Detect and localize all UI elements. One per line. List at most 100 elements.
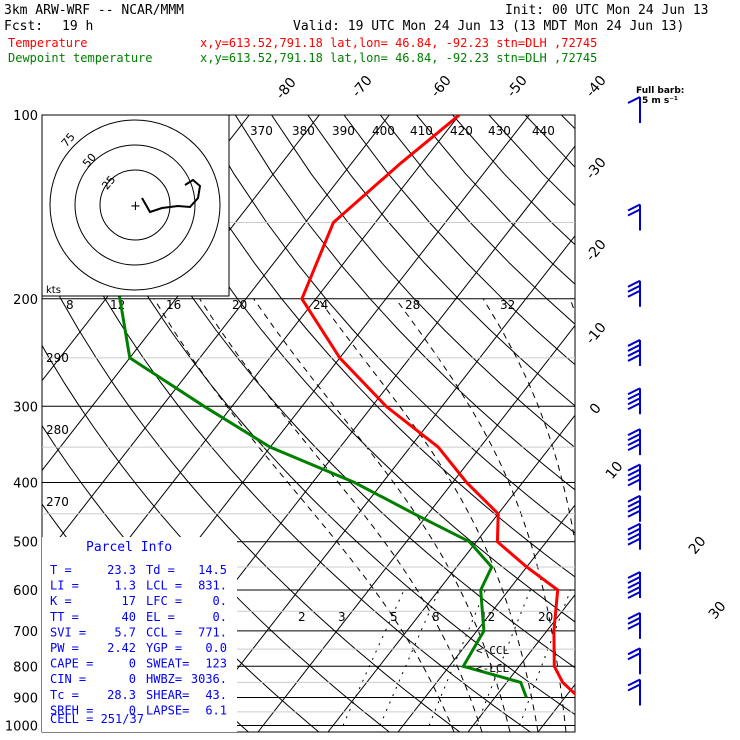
theta-label: 270 [46, 495, 69, 509]
pressure-label: 1000 [5, 719, 38, 734]
forecast-label: Fcst: [4, 19, 43, 34]
mixing-ratio-label: 8 [432, 610, 440, 624]
moist-adiabat [482, 298, 575, 545]
parcel-info-value: 3036. [191, 672, 227, 686]
parcel-info-value: 14.5 [198, 563, 227, 577]
dry-adiabat-grid [42, 115, 740, 732]
pressure-label: 300 [13, 400, 38, 415]
pressure-label: 500 [13, 536, 38, 551]
temperature-location-info: x,y=613.52,791.18 lat,lon= 46.84, -92.23… [200, 36, 597, 50]
parcel-info-value: PW = [50, 641, 79, 655]
valid-time: Valid: 19 UTC Mon 24 Jun 13 (13 MDT Mon … [293, 19, 684, 34]
mixing-ratio-label: 20 [538, 610, 553, 624]
model-title: 3km ARW-WRF -- NCAR/MMM [4, 3, 184, 18]
isotherm-label: -10 [583, 320, 610, 348]
parcel-info-value: 0 [129, 657, 136, 671]
parcel-info-value: LCL = [146, 579, 182, 593]
moist-adiabat [395, 298, 567, 732]
isotherm-line [327, 414, 575, 732]
theta-label: 380 [292, 124, 315, 138]
dry-adiabat [89, 115, 575, 669]
parcel-info-value: Td = [146, 563, 175, 577]
mixing-ratio-label: 8 [66, 298, 74, 312]
isotherm-label: -20 [583, 237, 610, 265]
temperature-legend: Temperature [8, 36, 87, 50]
parcel-info-value: 28.3 [107, 688, 136, 702]
parcel-info-value: YGP = [146, 641, 182, 655]
hodograph-units-label: kts [46, 285, 61, 296]
wind-barb [627, 611, 641, 639]
dry-adiabat [162, 115, 575, 578]
theta-label: 440 [532, 124, 555, 138]
wind-barb [627, 571, 641, 599]
parcel-info-value: SHEAR= [146, 688, 189, 702]
parcel-info-value: T = [50, 563, 72, 577]
isotherm-line [608, 115, 740, 732]
theta-labels: 370 380 390 400 410 420 430 440 290 280 270 [46, 124, 555, 509]
isotherm-label: -50 [504, 73, 531, 101]
isotherm-line [467, 594, 575, 732]
dry-adiabat [234, 115, 575, 491]
parcel-info-value: 0 [129, 703, 136, 717]
dry-adiabat [706, 115, 740, 732]
wind-barb [627, 279, 641, 307]
wind-barb [627, 522, 641, 550]
init-time: Init: 00 UTC Mon 24 Jun 13 [505, 3, 709, 18]
wind-barb [627, 494, 641, 522]
pressure-label: 800 [13, 660, 38, 675]
wind-barb [627, 203, 641, 231]
wind-barb [627, 428, 641, 456]
moist-adiabat [569, 298, 575, 314]
theta-label: 410 [410, 124, 433, 138]
moist-adiabat [253, 298, 511, 732]
parcel-info-value: SVI = [50, 625, 86, 639]
pressure-label: 100 [13, 109, 38, 124]
parcel-info-value: SREH = [50, 703, 93, 717]
hodograph: 25 50 75 + kts [41, 114, 230, 297]
ccl-marker: <-CCL [476, 644, 509, 657]
parcel-info-value: HWBZ= [146, 672, 182, 686]
hodograph-ring-50 [74, 144, 196, 266]
dry-adiabat [379, 115, 575, 325]
parcel-info-value: 0.0 [205, 641, 227, 655]
mixing-ratio-label: 32 [500, 298, 515, 312]
theta-label: 420 [450, 124, 473, 138]
parcel-info-value: TT = [50, 610, 79, 624]
dewpoint-location-info: x,y=613.52,791.18 lat,lon= 46.84, -92.23… [200, 51, 597, 65]
pressure-label: 900 [13, 692, 38, 707]
wind-barb [627, 96, 641, 123]
temperature-trace [300, 115, 575, 696]
dry-adiabat [670, 115, 740, 732]
pressure-label: 600 [13, 584, 38, 599]
parcel-info-value: 43. [205, 688, 227, 702]
dry-adiabat [416, 115, 575, 285]
parcel-info-value: 1.3 [114, 579, 136, 593]
wind-barb [627, 678, 641, 706]
parcel-info-value: 40 [122, 610, 136, 624]
wind-barb [627, 647, 641, 675]
parcel-info-value: Tc = [50, 688, 79, 702]
parcel-info-value: 831. [198, 579, 227, 593]
parcel-info-value: K = [50, 594, 72, 608]
dry-adiabat [42, 174, 531, 732]
lcl-marker: <-LCL [476, 662, 509, 675]
isotherm-line [187, 235, 575, 732]
parcel-info-value: CIN = [50, 672, 86, 686]
dry-adiabat [343, 115, 575, 366]
dry-adiabat [53, 115, 575, 716]
parcel-info-value: 23.3 [107, 563, 136, 577]
parcel-info-value: 5.7 [114, 625, 136, 639]
moist-adiabat [153, 298, 455, 732]
hodograph-ring-25 [99, 169, 171, 241]
pressure-label: 200 [13, 293, 38, 308]
parcel-info-value: LAPSE= [146, 703, 189, 717]
isotherm-labels: -80 -70 -60 -50 -40 -30 -20 -10 0 10 20 30 [273, 73, 730, 623]
theta-label: 280 [46, 423, 69, 437]
isotherm-line [42, 115, 390, 562]
parcel-info-value: CAPE = [50, 657, 93, 671]
isotherm-label: -40 [583, 73, 610, 101]
isotherm-label: -70 [349, 73, 376, 101]
parcel-info-title: Parcel Info [86, 540, 172, 555]
pressure-label: 400 [13, 477, 38, 492]
